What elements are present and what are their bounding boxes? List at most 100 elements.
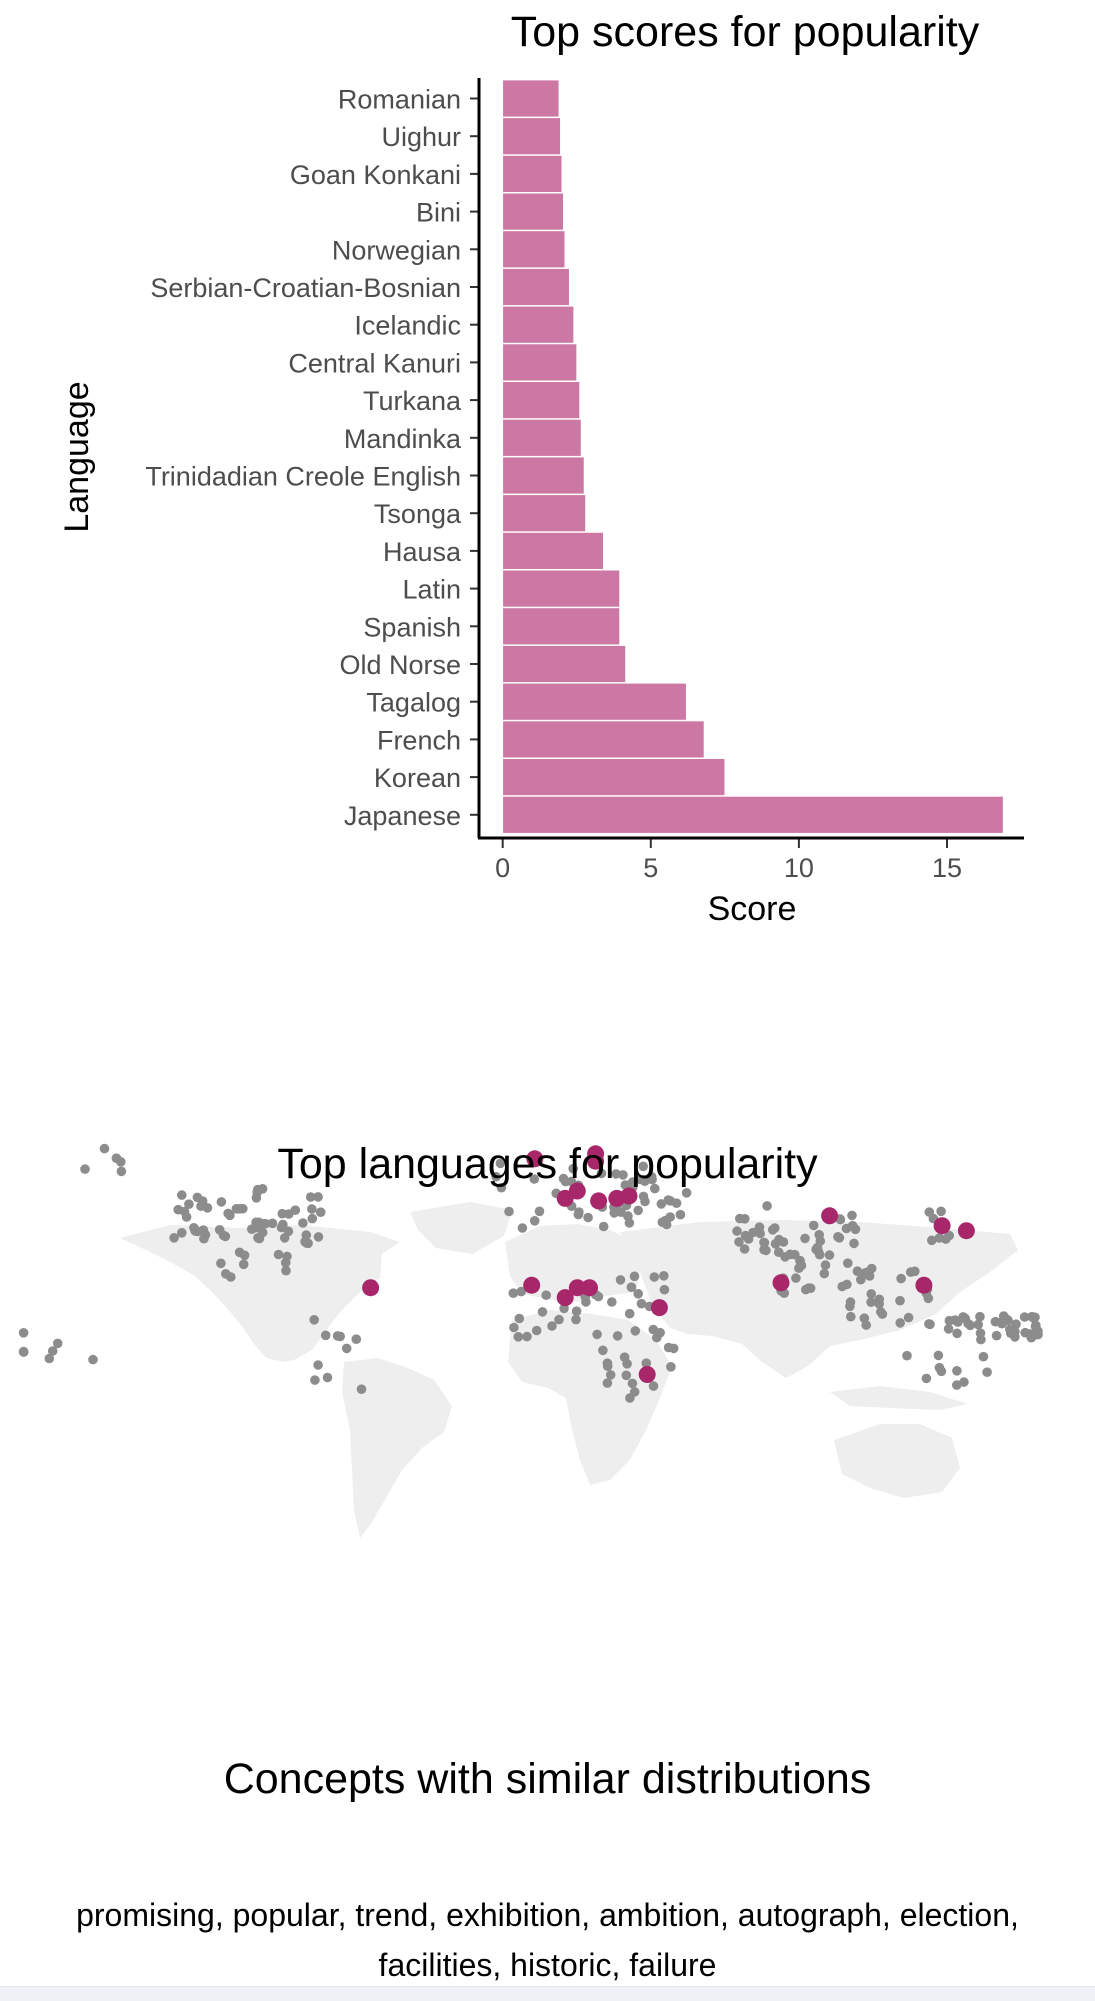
language-point [619,1352,630,1362]
y-tick-label: Turkana [363,386,462,416]
language-point [934,1362,945,1373]
language-point [301,1238,312,1248]
world-map [18,1143,1043,1538]
language-point [805,1283,816,1293]
language-point [903,1312,914,1323]
language-point [924,1319,934,1329]
language-point [963,1318,973,1329]
language-point [356,1384,367,1394]
language-point [638,1161,648,1172]
language-point [950,1315,960,1325]
y-tick-label: Japanese [344,801,461,831]
language-point [895,1295,905,1306]
language-point [313,1232,324,1242]
language-point [934,1233,945,1243]
highlighted-points [362,1145,975,1383]
language-point [602,1378,613,1388]
language-point [273,1249,284,1260]
language-point [754,1222,765,1232]
language-point [815,1236,826,1246]
y-tick-label: French [377,725,461,755]
language-point [508,1288,519,1298]
language-point [952,1380,962,1390]
language-point [982,1367,992,1377]
language-point [560,1176,571,1187]
language-point [290,1205,301,1215]
language-point [743,1234,754,1244]
language-point [621,1370,632,1381]
bar [502,456,585,495]
language-point [627,1378,638,1389]
y-tick-label: Old Norse [339,650,461,680]
language-point [923,1293,934,1304]
bar [502,607,621,646]
language-point [640,1176,650,1186]
language-point [495,1158,506,1169]
land-masses [120,1202,1018,1538]
language-point [602,1358,613,1368]
language-point [997,1318,1007,1329]
language-point [611,1169,621,1179]
highlighted-language-point [650,1299,668,1317]
language-point [648,1381,659,1391]
highlighted-language-point [821,1207,839,1225]
language-point [770,1239,781,1249]
language-point [732,1226,742,1236]
language-point [239,1250,250,1261]
language-point [675,1209,686,1220]
language-point [633,1289,643,1299]
highlighted-language-point [526,1150,544,1168]
bar [502,645,627,683]
language-point [633,1205,643,1216]
language-point [607,1297,617,1307]
language-point [88,1354,98,1365]
language-point [491,1171,501,1182]
highlighted-language-point [556,1289,574,1307]
language-point [583,1212,593,1223]
language-point [253,1233,263,1243]
language-point [808,1220,819,1231]
language-point [609,1208,619,1218]
bar [502,494,587,533]
language-point [895,1318,905,1328]
language-point [861,1320,871,1330]
language-point [571,1306,582,1316]
language-point [936,1206,946,1217]
language-point [666,1362,676,1372]
y-axis-label: Language [58,381,96,532]
language-point [847,1220,858,1231]
language-point [592,1329,602,1340]
language-point [571,1314,581,1325]
language-point [277,1208,288,1219]
language-point [856,1274,866,1285]
language-point [877,1309,888,1319]
language-point [181,1212,192,1222]
bar [502,268,570,306]
language-point [351,1334,362,1344]
language-point [624,1218,635,1228]
language-point [281,1265,291,1276]
language-point [952,1366,962,1376]
language-point [626,1282,637,1292]
bar [502,79,560,118]
bar [502,305,575,344]
language-point [896,1273,906,1284]
language-point [252,1187,262,1197]
language-point [734,1237,744,1247]
language-point [629,1387,640,1397]
language-point [739,1244,750,1254]
language-point [852,1266,863,1276]
language-point [846,1311,856,1322]
language-point [649,1272,660,1282]
highlighted-language-point [620,1187,638,1205]
highlighted-language-point [933,1217,951,1235]
language-point [843,1258,853,1268]
language-point [305,1192,316,1202]
language-point [759,1238,770,1248]
language-point [116,1166,127,1177]
language-point [976,1334,986,1345]
concepts-list: promising, popular, trend, exhibition, a… [76,1897,1019,1983]
language-point [975,1311,985,1322]
language-point [991,1330,1002,1341]
bars-group [502,79,1004,834]
